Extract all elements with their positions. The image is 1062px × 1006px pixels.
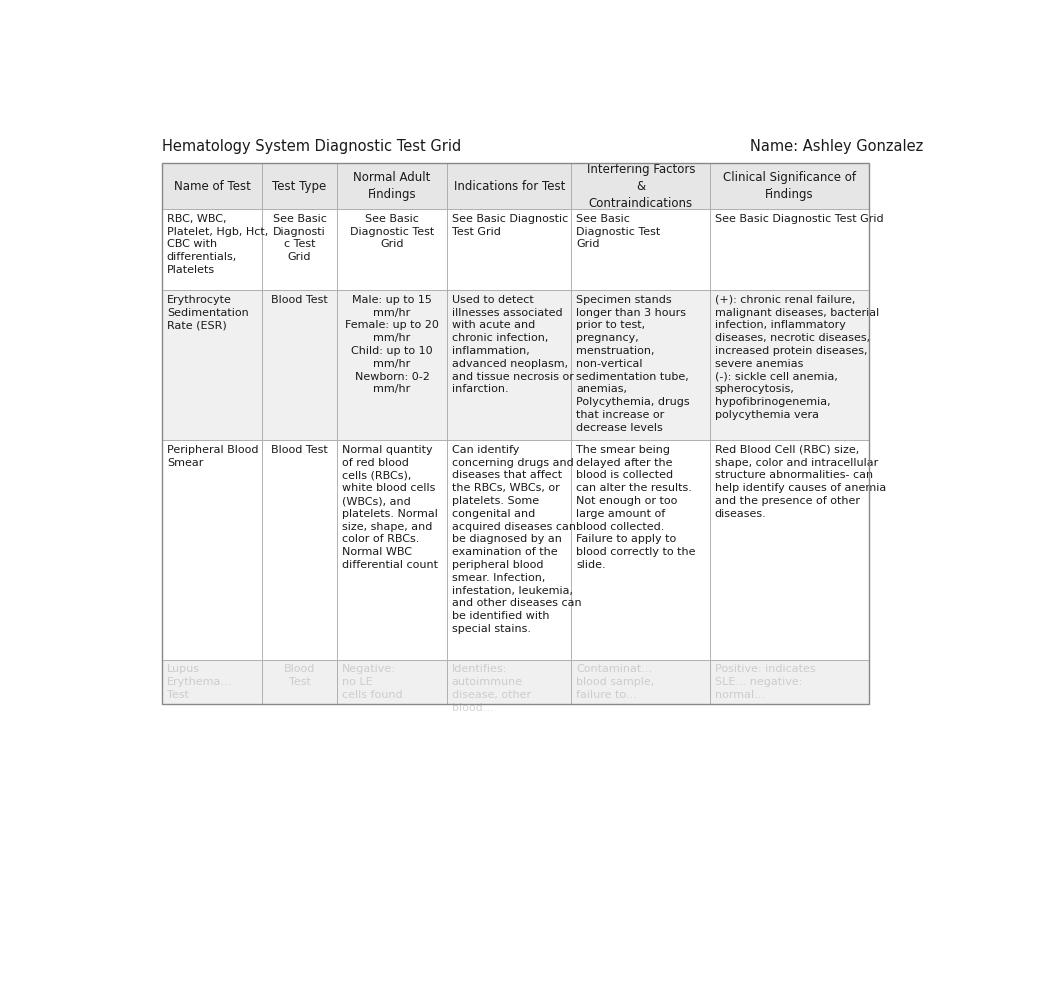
Bar [338,290,447,441]
Bar [162,290,262,441]
Text: Erythrocyte
Sedimentation
Rate (ESR): Erythrocyte Sedimentation Rate (ESR) [167,295,249,330]
Text: Blood Test: Blood Test [271,445,328,455]
Bar [710,163,869,209]
Text: Used to detect
illnesses associated
with acute and
chronic infection,
inflammati: Used to detect illnesses associated with… [451,295,573,394]
Text: Blood Test: Blood Test [271,295,328,305]
Text: Test Type: Test Type [272,180,327,193]
Text: Identifies:
autoimmune
disease, other
blood...: Identifies: autoimmune disease, other bl… [451,664,531,712]
Bar [162,441,262,660]
Bar [162,209,262,290]
Text: Indications for Test: Indications for Test [453,180,565,193]
Bar [338,209,447,290]
Bar [710,209,869,290]
Bar [338,163,447,209]
Bar [710,660,869,704]
Text: Red Blood Cell (RBC) size,
shape, color and intracellular
structure abnormalitie: Red Blood Cell (RBC) size, shape, color … [715,445,886,519]
Bar [447,163,571,209]
Bar [710,290,869,441]
Text: Positive: indicates
SLE... negative:
normal...: Positive: indicates SLE... negative: nor… [715,664,816,700]
Text: Interfering Factors
&
Contraindications: Interfering Factors & Contraindications [586,163,695,209]
Text: Clinical Significance of
Findings: Clinical Significance of Findings [723,171,856,201]
Bar [710,441,869,660]
Bar [571,209,710,290]
Bar [571,441,710,660]
Bar [447,209,571,290]
Bar [162,163,869,704]
Text: Lupus
Erythema...
Test: Lupus Erythema... Test [167,664,233,700]
Text: Peripheral Blood
Smear: Peripheral Blood Smear [167,445,258,468]
Text: See Basic
Diagnosti
c Test
Grid: See Basic Diagnosti c Test Grid [273,214,326,263]
Bar [262,163,338,209]
Text: Name: Ashley Gonzalez: Name: Ashley Gonzalez [750,139,923,154]
Bar [447,660,571,704]
Text: Can identify
concerning drugs and
diseases that affect
the RBCs, WBCs, or
platel: Can identify concerning drugs and diseas… [451,445,581,634]
Text: Specimen stands
longer than 3 hours
prior to test,
pregnancy,
menstruation,
non-: Specimen stands longer than 3 hours prio… [576,295,689,433]
Text: Negative:
no LE
cells found: Negative: no LE cells found [342,664,402,700]
Text: (+): chronic renal failure,
malignant diseases, bacterial
infection, inflammator: (+): chronic renal failure, malignant di… [715,295,879,420]
Text: Name of Test: Name of Test [173,180,251,193]
Bar [262,441,338,660]
Text: See Basic Diagnostic Test Grid: See Basic Diagnostic Test Grid [715,214,884,224]
Text: Hematology System Diagnostic Test Grid: Hematology System Diagnostic Test Grid [162,139,462,154]
Bar [162,660,262,704]
Text: RBC, WBC,
Platelet, Hgb, Hct,
CBC with
differentials,
Platelets: RBC, WBC, Platelet, Hgb, Hct, CBC with d… [167,214,268,275]
Bar [571,660,710,704]
Text: See Basic
Diagnostic Test
Grid: See Basic Diagnostic Test Grid [350,214,434,249]
Text: Male: up to 15
mm/hr
Female: up to 20
mm/hr
Child: up to 10
mm/hr
Newborn: 0-2
m: Male: up to 15 mm/hr Female: up to 20 mm… [345,295,439,394]
Bar [447,441,571,660]
Bar [338,441,447,660]
Bar [571,290,710,441]
Text: Contaminat...
blood sample,
failure to...: Contaminat... blood sample, failure to..… [576,664,654,700]
Bar [338,660,447,704]
Text: Normal quantity
of red blood
cells (RBCs),
white blood cells
(WBCs), and
platele: Normal quantity of red blood cells (RBCs… [342,445,438,570]
Bar [262,290,338,441]
Bar [262,209,338,290]
Text: Normal Adult
Findings: Normal Adult Findings [354,171,431,201]
Text: Blood
Test: Blood Test [284,664,315,687]
Text: See Basic
Diagnostic Test
Grid: See Basic Diagnostic Test Grid [576,214,661,249]
Bar [571,163,710,209]
Bar [262,660,338,704]
Bar [162,163,262,209]
Text: See Basic Diagnostic
Test Grid: See Basic Diagnostic Test Grid [451,214,568,236]
Text: The smear being
delayed after the
blood is collected
can alter the results.
Not : The smear being delayed after the blood … [576,445,696,570]
Bar [447,290,571,441]
